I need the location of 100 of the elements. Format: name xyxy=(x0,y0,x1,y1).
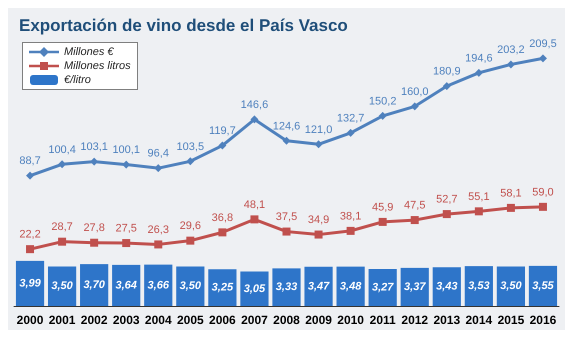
data-label: 47,5 xyxy=(404,200,426,212)
point xyxy=(314,230,323,239)
data-label: 36,8 xyxy=(212,212,234,224)
point xyxy=(506,204,515,212)
x-tick-label: 2012 xyxy=(401,313,428,327)
data-label: 103,5 xyxy=(176,140,204,153)
data-label: 48,1 xyxy=(244,198,266,211)
point xyxy=(346,226,355,235)
data-label: 103,1 xyxy=(80,141,108,154)
bar xyxy=(304,266,333,306)
point xyxy=(474,207,483,216)
bar xyxy=(16,260,44,306)
x-tick-label: 2004 xyxy=(144,313,172,327)
bar xyxy=(336,266,365,306)
data-label: 3,37 xyxy=(404,280,426,293)
x-tick-label: 2009 xyxy=(305,313,332,327)
x-tick-label: 2007 xyxy=(241,313,268,327)
data-label: 160,0 xyxy=(400,86,428,98)
point xyxy=(538,54,547,62)
point xyxy=(186,157,194,166)
data-label: 3,55 xyxy=(532,280,555,292)
data-label: 29,6 xyxy=(180,220,202,232)
point xyxy=(250,215,258,224)
bar xyxy=(432,267,461,306)
legend-label: €/litro xyxy=(64,73,91,87)
point xyxy=(282,228,290,236)
point xyxy=(538,202,547,211)
x-tick-label: 2016 xyxy=(530,313,557,327)
point xyxy=(282,136,290,145)
data-label: 119,7 xyxy=(209,125,236,138)
data-label: 3,64 xyxy=(115,279,137,292)
data-label: 203,2 xyxy=(497,44,525,56)
data-label: 3,43 xyxy=(436,280,458,293)
data-label: 150,2 xyxy=(368,95,396,108)
point xyxy=(122,239,130,248)
x-tick-label: 2000 xyxy=(16,313,44,327)
data-label: 37,5 xyxy=(276,211,298,224)
point xyxy=(410,216,419,224)
bar xyxy=(144,264,172,306)
point xyxy=(26,245,34,254)
bar xyxy=(112,264,140,306)
data-label: 3,05 xyxy=(244,282,266,295)
data-label: 3,70 xyxy=(83,279,106,292)
point xyxy=(58,238,66,246)
data-label: 3,25 xyxy=(212,282,234,294)
bar xyxy=(400,268,429,306)
data-label: 52,7 xyxy=(436,194,458,206)
data-label: 45,9 xyxy=(372,201,394,214)
point xyxy=(90,238,98,247)
data-label: 3,47 xyxy=(308,280,330,292)
x-tick-label: 2011 xyxy=(370,313,396,327)
point xyxy=(154,240,162,248)
x-tick-label: 2005 xyxy=(176,313,204,327)
point xyxy=(442,210,451,218)
data-label: 96,4 xyxy=(148,148,169,160)
data-label: 34,9 xyxy=(308,214,330,226)
data-label: 209,5 xyxy=(529,38,557,50)
point xyxy=(218,142,226,150)
data-label: 59,0 xyxy=(532,186,554,198)
data-label: 28,7 xyxy=(51,221,73,234)
x-tick-label: 2015 xyxy=(498,313,525,327)
x-tick-label: 2002 xyxy=(80,313,108,327)
x-tick-label: 2014 xyxy=(466,313,493,327)
x-tick-label: 2006 xyxy=(209,313,236,327)
data-label: 3,33 xyxy=(276,281,298,294)
data-label: 3,66 xyxy=(148,279,170,292)
data-label: 58,1 xyxy=(500,187,522,200)
point xyxy=(26,172,34,180)
bar xyxy=(80,264,108,306)
data-label: 180,9 xyxy=(433,66,461,78)
data-label: 3,99 xyxy=(19,277,42,290)
point xyxy=(186,236,194,245)
data-label: 194,6 xyxy=(465,52,493,64)
x-tick-label: 2008 xyxy=(273,313,300,327)
data-label: 3,50 xyxy=(500,280,522,292)
data-label: 3,53 xyxy=(468,280,490,292)
data-label: 22,2 xyxy=(19,228,41,241)
data-label: 100,4 xyxy=(48,144,76,156)
x-tick-label: 2010 xyxy=(337,313,364,327)
data-label: 100,1 xyxy=(112,144,140,156)
bar xyxy=(368,269,397,306)
data-label: 146,6 xyxy=(240,98,268,111)
point xyxy=(314,140,323,148)
bar xyxy=(464,266,493,306)
data-label: 27,8 xyxy=(83,222,105,234)
bar xyxy=(48,266,76,306)
point xyxy=(474,68,483,77)
data-label: 3,27 xyxy=(372,282,394,294)
data-label: 3,50 xyxy=(180,280,202,292)
data-label: 124,6 xyxy=(272,120,300,132)
point xyxy=(346,128,355,137)
legend-label: Millones litros xyxy=(64,59,131,73)
data-label: 26,3 xyxy=(148,224,169,236)
point xyxy=(218,228,226,236)
bar xyxy=(176,266,204,306)
point xyxy=(154,164,162,172)
data-label: 132,7 xyxy=(336,112,364,124)
data-label: 3,48 xyxy=(340,280,362,292)
x-tick-label: 2001 xyxy=(48,313,76,327)
data-label: 121,0 xyxy=(304,124,332,136)
